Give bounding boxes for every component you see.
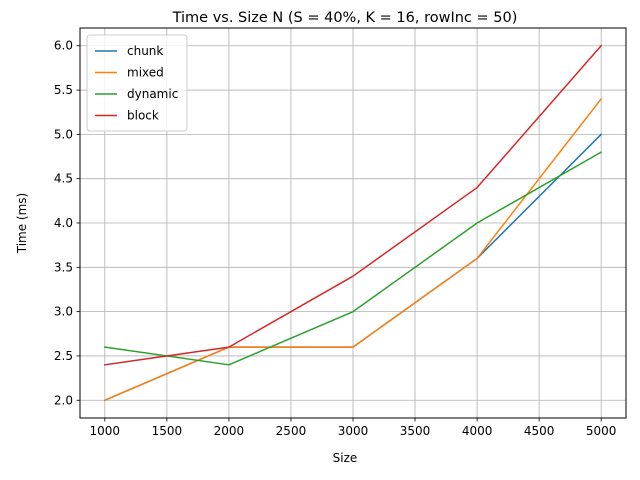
x-tick-label: 3500	[400, 424, 431, 438]
y-tick-label: 5.0	[54, 127, 73, 141]
series-line-dynamic	[103, 151, 603, 366]
legend-label-chunk: chunk	[127, 44, 163, 58]
y-tick-label: 4.5	[54, 172, 73, 186]
series-line-mixed	[103, 97, 603, 402]
x-axis-label: Size	[333, 451, 358, 465]
series-lines	[103, 44, 603, 402]
chart-title: Time vs. Size N (S = 40%, K = 16, rowInc…	[172, 10, 518, 26]
x-tick-label: 1000	[90, 424, 121, 438]
legend: chunk mixed dynamic block	[86, 34, 188, 132]
x-axis-ticks: 1000 1500 2000 2500 3000 3500 4000 4500 5000	[90, 418, 617, 438]
legend-label-dynamic: dynamic	[127, 87, 178, 101]
legend-box	[86, 34, 188, 132]
y-axis-ticks: 2.0 2.5 3.0 3.5 4.0 4.5 5.0 5.5 6.0	[54, 39, 80, 407]
y-tick-label: 5.5	[54, 83, 73, 97]
x-tick-label: 3000	[338, 424, 369, 438]
legend-label-mixed: mixed	[127, 66, 164, 80]
y-tick-label: 2.0	[54, 393, 73, 407]
y-axis-label: Time (ms)	[15, 193, 29, 255]
x-tick-label: 2000	[214, 424, 245, 438]
x-tick-label: 2500	[276, 424, 307, 438]
grid-lines	[80, 28, 626, 418]
legend-label-block: block	[127, 109, 159, 123]
series-line-block	[103, 44, 603, 366]
x-tick-label: 5000	[586, 424, 617, 438]
y-tick-label: 4.0	[54, 216, 73, 230]
x-tick-label: 4500	[524, 424, 555, 438]
y-tick-label: 2.5	[54, 349, 73, 363]
x-tick-label: 4000	[462, 424, 493, 438]
y-tick-label: 3.0	[54, 305, 73, 319]
y-tick-label: 3.5	[54, 260, 73, 274]
y-tick-label: 6.0	[54, 39, 73, 53]
x-tick-label: 1500	[152, 424, 183, 438]
